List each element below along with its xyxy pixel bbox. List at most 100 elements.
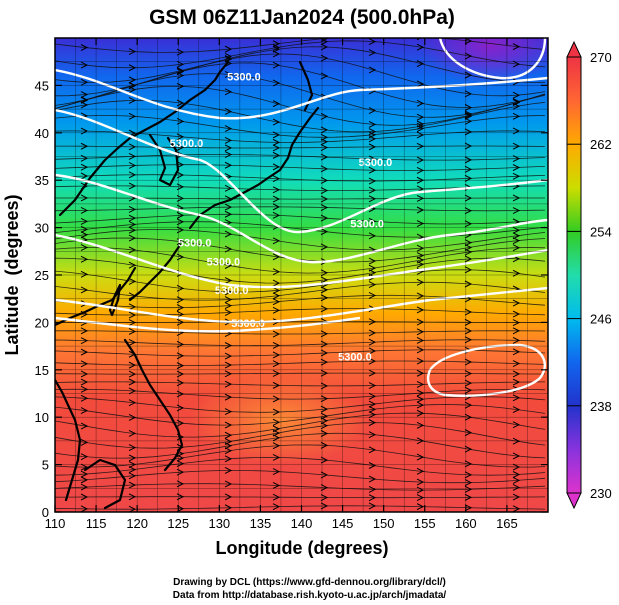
- flow-arrow: [368, 49, 377, 57]
- flow-arrow: [272, 381, 281, 389]
- flow-arrow: [512, 226, 521, 234]
- flow-arrow: [320, 165, 329, 173]
- flow-arrow: [368, 232, 377, 240]
- flow-arrow: [176, 48, 185, 56]
- flow-arrow: [128, 205, 137, 213]
- flow-arrow: [224, 210, 233, 218]
- flow-arrow: [272, 163, 281, 171]
- flow-arrow: [80, 453, 89, 461]
- flow-arrow: [416, 318, 425, 326]
- flow-arrow: [272, 211, 281, 219]
- flow-arrow: [512, 237, 521, 245]
- flow-arrow: [368, 269, 377, 277]
- x-axis-label: Longitude (degrees): [215, 538, 388, 558]
- flow-arrow: [80, 370, 89, 378]
- flow-arrow: [176, 284, 185, 292]
- flow-arrow: [224, 421, 233, 429]
- flow-arrow: [176, 60, 185, 68]
- plot-area: 5300.0 5300.0 5300.0 5300.0 5300.0 5300.0 5300…: [55, 38, 548, 512]
- x-tick-label: 115: [86, 516, 107, 531]
- flow-arrow: [80, 407, 89, 415]
- y-tick-label: 0: [42, 505, 49, 520]
- flow-arrow: [512, 463, 521, 471]
- flow-arrow: [320, 369, 329, 377]
- streamline: [55, 339, 546, 346]
- flow-arrow: [176, 419, 185, 427]
- flow-arrow: [416, 278, 425, 286]
- flow-arrow: [128, 505, 137, 512]
- flow-arrow: [272, 100, 281, 108]
- flow-arrow: [368, 431, 377, 439]
- flow-arrow: [224, 59, 233, 67]
- flow-arrow: [176, 144, 185, 151]
- flow-arrow: [464, 104, 473, 111]
- flow-arrow: [320, 138, 329, 146]
- flow-arrow: [80, 44, 89, 51]
- flow-arrow: [272, 442, 281, 450]
- flow-arrow: [272, 268, 281, 276]
- flow-arrow: [128, 112, 137, 120]
- y-tick-label: 25: [35, 268, 49, 283]
- flow-arrow: [80, 194, 89, 202]
- flow-arrow: [272, 45, 281, 53]
- streamline: [55, 330, 546, 335]
- flow-arrow: [320, 417, 329, 425]
- flow-arrow: [128, 86, 137, 94]
- flow-arrow: [80, 378, 89, 386]
- y-tick-label: 45: [35, 78, 49, 93]
- flow-arrow: [464, 220, 473, 228]
- flow-arrow: [464, 370, 473, 378]
- flow-arrow: [272, 195, 281, 203]
- flow-arrow: [320, 405, 329, 413]
- flow-arrow: [368, 494, 377, 502]
- flow-arrow: [416, 369, 425, 377]
- flow-arrow: [416, 125, 425, 132]
- x-tick-label: 140: [291, 516, 313, 531]
- flow-arrow: [80, 337, 89, 345]
- y-tick-label: 20: [35, 315, 49, 330]
- contour-label: 5300.0: [350, 219, 384, 231]
- flow-arrow: [512, 360, 521, 367]
- flow-arrow: [368, 462, 377, 469]
- flow-arrow: [224, 230, 233, 238]
- streamline: [55, 40, 546, 69]
- flow-arrow: [128, 64, 137, 72]
- flow-arrow: [128, 226, 137, 234]
- flow-arrow: [272, 287, 281, 294]
- flow-arrow: [368, 66, 377, 74]
- flow-arrow: [80, 101, 89, 109]
- flow-arrow: [416, 467, 425, 475]
- flow-arrow: [416, 142, 425, 150]
- x-tick-label: 145: [332, 516, 354, 531]
- flow-arrow: [368, 392, 377, 400]
- flow-arrow: [80, 394, 89, 402]
- flow-arrow: [416, 244, 425, 252]
- flow-arrow: [368, 357, 377, 365]
- flow-arrow: [128, 361, 137, 369]
- flow-arrow: [176, 468, 185, 476]
- streamline: [55, 281, 546, 301]
- flow-arrow: [320, 349, 329, 357]
- flow-arrow: [272, 61, 281, 69]
- flow-arrow: [416, 503, 425, 511]
- flow-arrow: [176, 82, 185, 90]
- flow-arrow: [128, 234, 137, 242]
- colorbar-ticks: 230 238 246 254 262 270: [567, 50, 612, 501]
- streamline: [55, 197, 545, 200]
- x-tick-label: 165: [496, 516, 518, 531]
- flow-arrow: [80, 470, 89, 478]
- flow-arrow: [80, 493, 89, 501]
- streamline: [55, 174, 546, 182]
- x-tick-label: 155: [414, 516, 436, 531]
- flow-arrow: [368, 411, 377, 419]
- flow-arrow: [80, 483, 89, 491]
- flow-arrow: [368, 446, 377, 454]
- flow-arrow: [416, 260, 425, 268]
- flow-arrow: [464, 471, 473, 479]
- colorbar-tick-label: 238: [590, 399, 612, 414]
- gridlines: [55, 38, 548, 512]
- streamline: [55, 221, 546, 238]
- flow-arrow: [368, 475, 377, 483]
- flow-arrow: [272, 79, 281, 87]
- flow-arrow: [464, 207, 473, 215]
